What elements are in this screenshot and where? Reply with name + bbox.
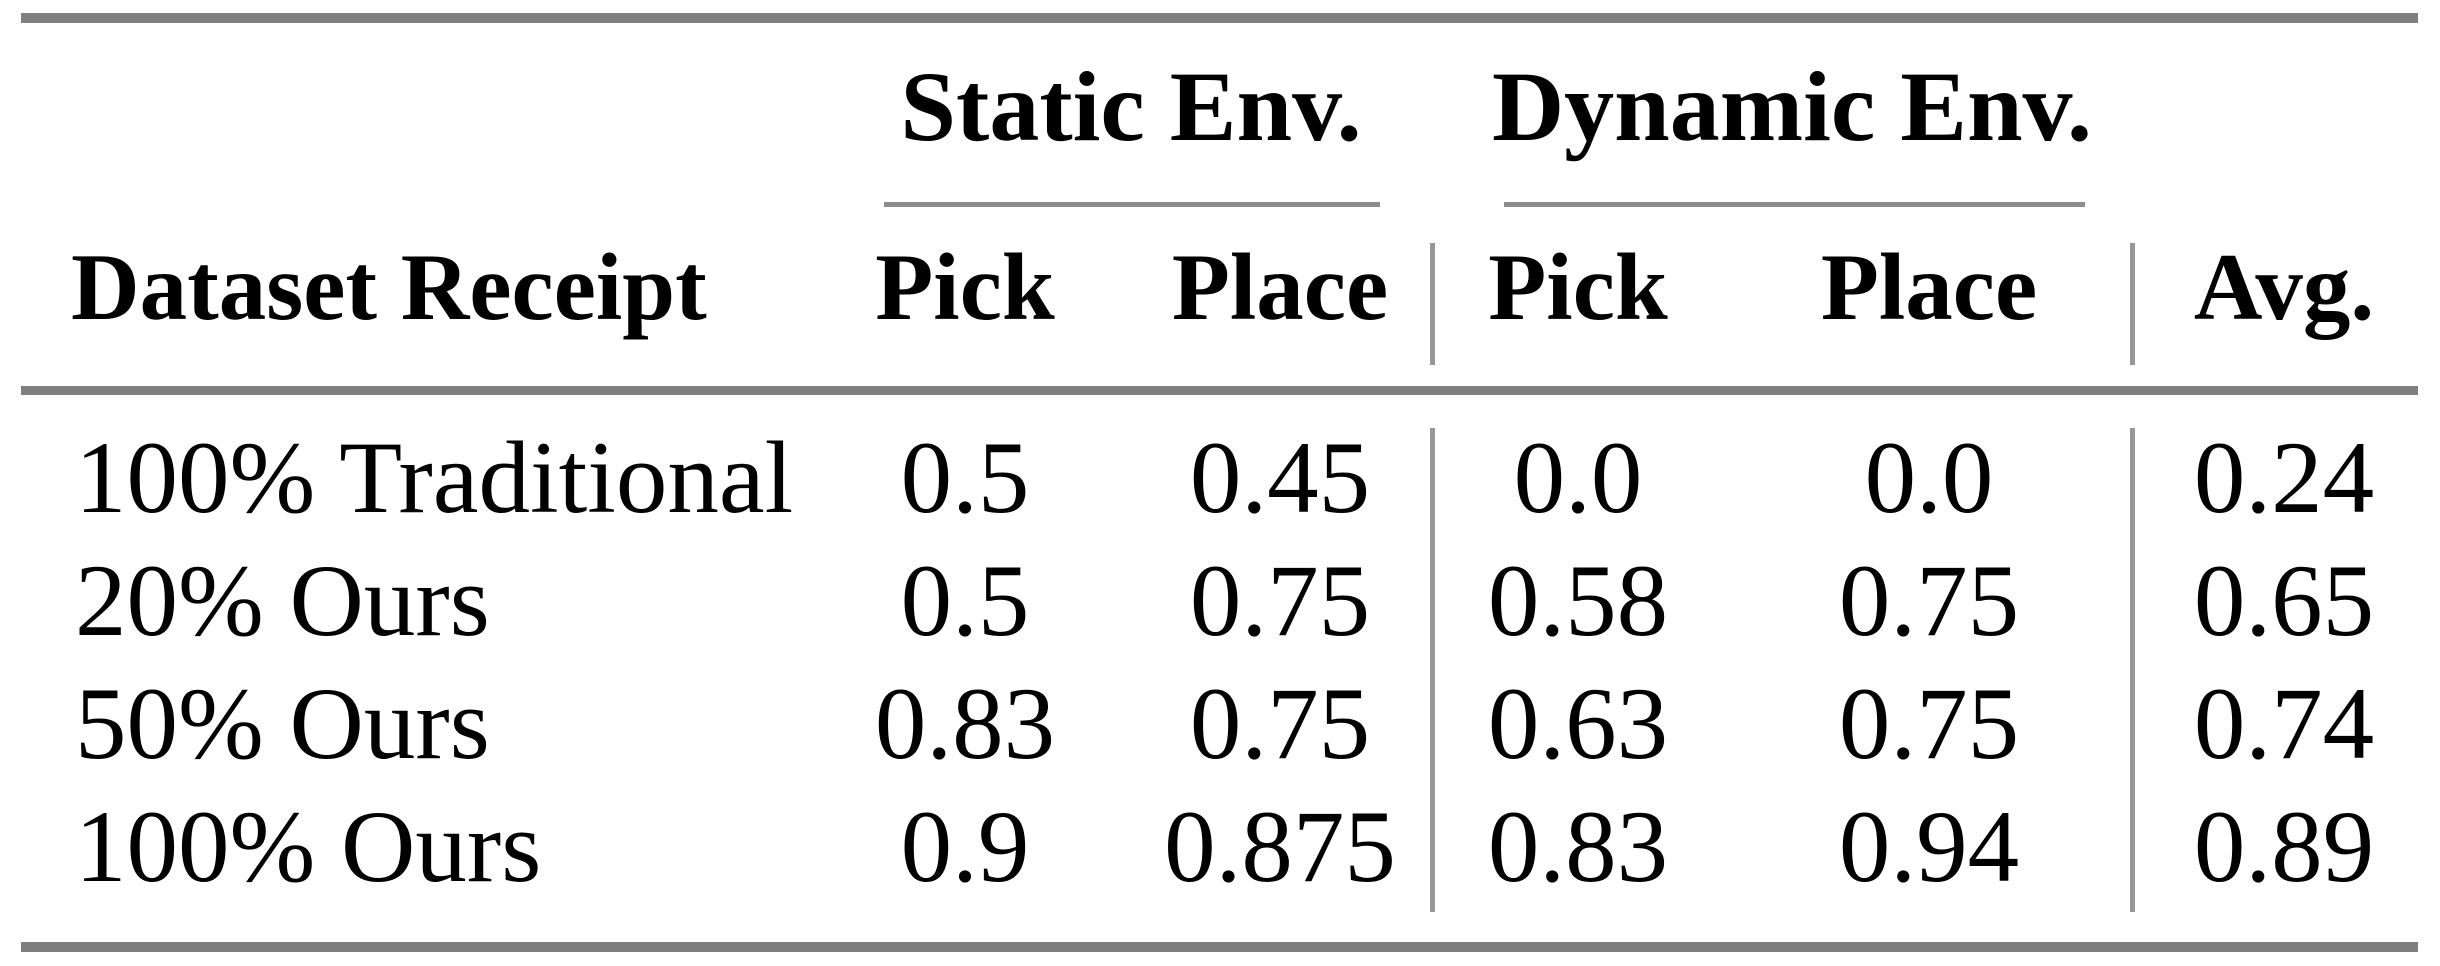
cell-dynamic-place: 0.94 xyxy=(1838,790,2020,904)
divider-dynamic-avg-header xyxy=(2130,243,2135,365)
cell-dynamic-place: 0.75 xyxy=(1838,667,2020,781)
cell-dynamic-place: 0.75 xyxy=(1838,544,2020,658)
column-header-dynamic-place: Place xyxy=(1820,234,2038,340)
cell-dynamic-pick: 0.0 xyxy=(1513,421,1643,535)
header-separator-rule xyxy=(21,386,2418,395)
cell-avg: 0.74 xyxy=(2193,667,2375,781)
divider-static-dynamic-body xyxy=(1430,428,1435,912)
cell-dynamic-pick: 0.63 xyxy=(1487,667,1669,781)
column-group-dynamic-env: Dynamic Env. xyxy=(1491,51,2093,162)
table-top-rule xyxy=(21,13,2418,23)
column-header-avg: Avg. xyxy=(2193,234,2375,340)
cell-static-place: 0.75 xyxy=(1189,544,1371,658)
cell-dynamic-pick: 0.58 xyxy=(1487,544,1669,658)
cell-static-pick: 0.83 xyxy=(874,667,1056,781)
row-label: 20% Ours xyxy=(75,544,490,658)
static-env-underline xyxy=(884,202,1380,207)
cell-static-place: 0.45 xyxy=(1189,421,1371,535)
cell-static-place: 0.75 xyxy=(1189,667,1371,781)
column-header-dataset-receipt: Dataset Receipt xyxy=(71,234,707,340)
column-header-static-pick: Pick xyxy=(875,234,1055,340)
cell-static-place: 0.875 xyxy=(1164,790,1396,904)
row-label: 100% Ours xyxy=(75,790,542,904)
dynamic-env-underline xyxy=(1504,202,2085,207)
divider-static-dynamic-header xyxy=(1430,243,1435,365)
cell-dynamic-pick: 0.83 xyxy=(1487,790,1669,904)
cell-avg: 0.89 xyxy=(2193,790,2375,904)
table-bottom-rule xyxy=(21,942,2418,952)
cell-static-pick: 0.5 xyxy=(900,544,1030,658)
cell-static-pick: 0.5 xyxy=(900,421,1030,535)
row-label: 50% Ours xyxy=(75,667,490,781)
cell-static-pick: 0.9 xyxy=(900,790,1030,904)
cell-dynamic-place: 0.0 xyxy=(1864,421,1994,535)
column-header-static-place: Place xyxy=(1171,234,1389,340)
row-label: 100% Traditional xyxy=(75,421,794,535)
divider-dynamic-avg-body xyxy=(2130,428,2135,912)
column-group-static-env: Static Env. xyxy=(900,51,1362,162)
column-header-dynamic-pick: Pick xyxy=(1488,234,1668,340)
cell-avg: 0.65 xyxy=(2193,544,2375,658)
cell-avg: 0.24 xyxy=(2193,421,2375,535)
